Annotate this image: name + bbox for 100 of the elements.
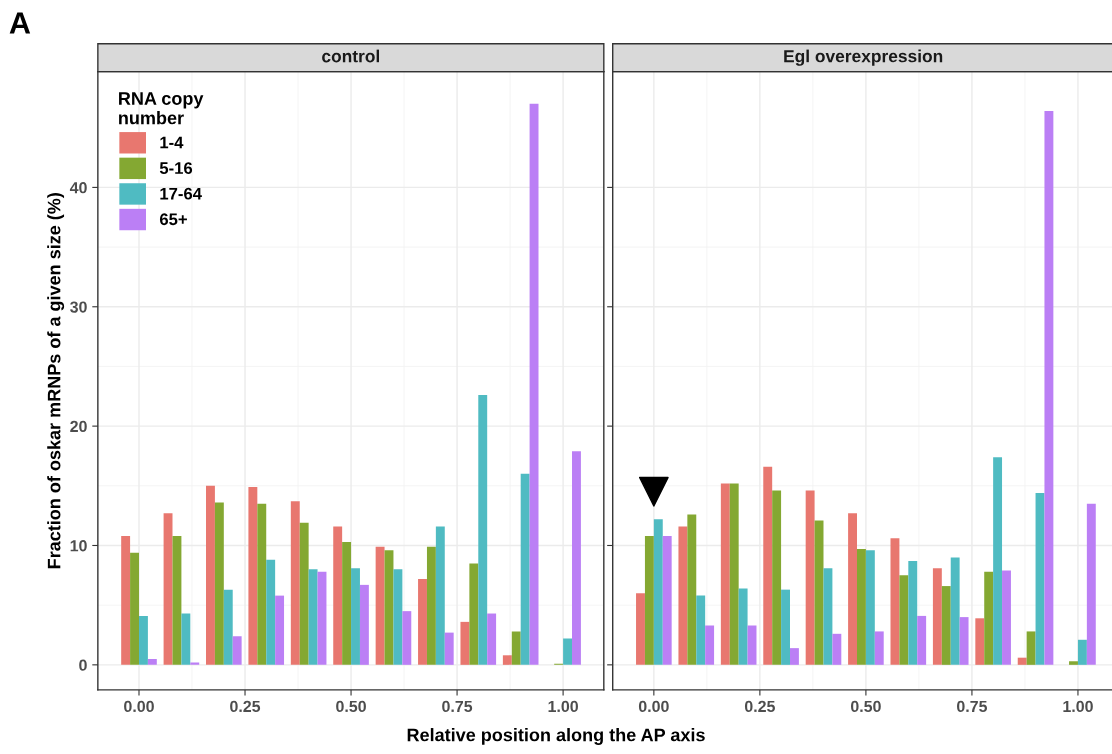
legend-title: RNA copy number [119, 92, 204, 125]
bar [696, 595, 706, 665]
bar [130, 552, 139, 665]
bar [1026, 631, 1036, 665]
bar [832, 633, 842, 665]
bar [763, 466, 773, 665]
bar [418, 578, 427, 665]
bar [857, 549, 866, 665]
x-axis-title: Relative position along the AP axis [407, 728, 705, 745]
bar [121, 535, 131, 665]
bar [147, 658, 157, 665]
x-tick-label: 0.25 [744, 700, 775, 713]
bar [772, 490, 782, 665]
bar [890, 538, 900, 665]
x-tick-label: 0.00 [638, 700, 669, 713]
bar [435, 526, 445, 665]
bar [738, 588, 748, 665]
bar [460, 621, 470, 665]
y-tick-label: 10 [70, 540, 87, 552]
bar [563, 638, 573, 665]
bar [917, 615, 927, 665]
bar [814, 520, 824, 665]
bar [248, 487, 258, 665]
bar [359, 584, 369, 665]
bar [908, 561, 918, 665]
bar [469, 563, 479, 665]
bar [1002, 570, 1011, 665]
x-tick-label: 0.50 [850, 700, 881, 713]
y-axis-title: Fraction of oskar mRNPs of a given size (%) [47, 193, 65, 569]
bar [163, 513, 173, 665]
legend-label: 17-64 [160, 187, 202, 200]
bar [232, 636, 242, 665]
bar [636, 593, 645, 665]
x-tick-label: 1.00 [1063, 700, 1093, 713]
bar [899, 575, 909, 665]
bar [848, 513, 857, 665]
chart-title: control [322, 49, 380, 63]
legend-label: 65+ [159, 213, 187, 226]
bar [932, 568, 942, 665]
bar [317, 571, 327, 665]
bar [190, 662, 200, 665]
bar [653, 519, 663, 665]
x-tick-label: 0.50 [336, 700, 366, 713]
bar [138, 615, 148, 665]
legend-label: 5-16 [159, 162, 193, 174]
bar [1086, 503, 1096, 665]
text: A [9, 12, 31, 34]
bar [375, 546, 385, 665]
bar [1044, 111, 1054, 665]
bar [1069, 661, 1078, 665]
bar [529, 103, 539, 665]
bar [444, 632, 454, 665]
bar [747, 625, 757, 665]
bar [384, 550, 394, 665]
y-tick-label: 20 [70, 420, 87, 433]
bar [805, 490, 815, 665]
y-tick-label: 0 [79, 659, 87, 671]
bar [781, 589, 790, 665]
bar [705, 625, 715, 665]
y-tick-label: 40 [69, 182, 87, 194]
bar [662, 535, 672, 665]
bar [865, 550, 875, 665]
bar [308, 569, 318, 665]
bar [950, 557, 960, 665]
x-tick-label: 1.00 [548, 700, 578, 713]
bar [290, 501, 300, 665]
bar [874, 631, 884, 665]
bar [720, 483, 730, 665]
bar [333, 526, 343, 665]
bar [941, 586, 951, 665]
bar [993, 457, 1003, 665]
bar [342, 541, 352, 665]
x-tick-label: 0.25 [230, 700, 261, 713]
legend-label: 1-4 [160, 136, 184, 149]
bar [959, 617, 969, 665]
bar [644, 535, 654, 665]
bar [729, 483, 739, 665]
bar [172, 535, 182, 665]
bar [206, 485, 215, 665]
bar [1017, 657, 1027, 665]
bar [351, 568, 360, 665]
bar [984, 571, 994, 665]
chart-title: Egl overexpression [784, 49, 943, 66]
bar [511, 631, 521, 665]
bar [823, 568, 833, 665]
y-tick-label: 30 [70, 301, 87, 313]
bar [181, 613, 191, 665]
bar [393, 569, 403, 665]
bar [257, 503, 267, 665]
bar [572, 451, 581, 665]
bar [426, 546, 436, 665]
bar [678, 526, 688, 665]
bar [502, 655, 512, 665]
bar [275, 595, 285, 665]
bar [402, 611, 412, 665]
bar [1035, 492, 1045, 665]
bar [266, 559, 276, 665]
x-tick-label: 0.00 [124, 700, 154, 713]
bar [214, 502, 224, 665]
bar [520, 473, 530, 665]
